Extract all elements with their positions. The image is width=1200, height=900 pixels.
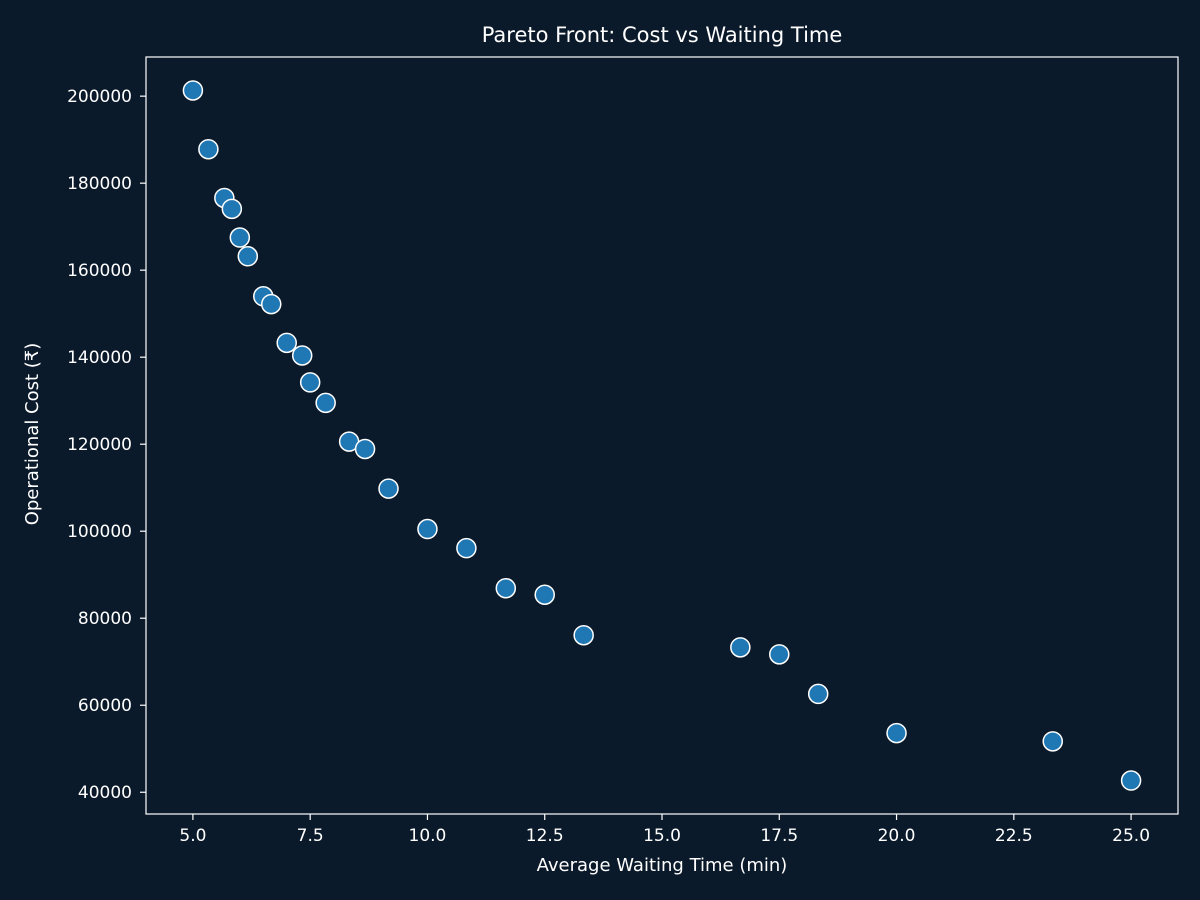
x-tick-label: 10.0 — [409, 826, 447, 846]
data-point — [573, 624, 594, 646]
data-point — [807, 683, 829, 705]
data-point — [730, 637, 751, 658]
y-tick-label: 140000 — [67, 348, 132, 368]
data-point — [769, 644, 790, 665]
data-point — [198, 138, 219, 160]
data-point — [260, 293, 282, 315]
x-tick-label: 7.5 — [297, 826, 324, 846]
data-point — [456, 537, 477, 559]
y-tick-label: 200000 — [67, 87, 132, 107]
y-tick-label: 100000 — [67, 522, 132, 542]
y-tick-label: 160000 — [67, 261, 132, 281]
x-tick-label: 25.0 — [1112, 826, 1150, 846]
y-tick-label: 180000 — [67, 174, 132, 194]
data-point — [182, 80, 204, 101]
data-point — [534, 584, 555, 605]
data-point — [886, 722, 907, 744]
plot-area: 5.0 7.5 10.0 12.5 15.0 17.5 20.0 22.5 25.0 40000 6… — [67, 56, 1179, 846]
chart-title: Pareto Front: Cost vs Waiting Time — [482, 23, 843, 47]
x-tick-label: 12.5 — [526, 826, 564, 846]
data-point — [495, 577, 517, 599]
x-tick-label: 5.0 — [179, 826, 206, 846]
data-point — [354, 438, 376, 460]
y-axis-label: Operational Cost (₹) — [22, 343, 43, 526]
y-tick-label: 80000 — [78, 609, 132, 629]
data-point — [1120, 770, 1142, 791]
data-point — [417, 518, 438, 540]
data-point — [1042, 731, 1064, 752]
y-tick-label: 40000 — [78, 783, 132, 803]
data-point — [315, 392, 336, 414]
x-tick-label: 22.5 — [995, 826, 1033, 846]
data-point — [221, 198, 243, 220]
data-point — [229, 227, 251, 248]
x-tick-label: 15.0 — [643, 826, 681, 846]
x-tick-label: 17.5 — [760, 826, 798, 846]
x-tick-label: 20.0 — [878, 826, 916, 846]
data-point — [237, 246, 259, 267]
y-tick-label: 60000 — [78, 696, 132, 716]
y-tick-label: 120000 — [67, 435, 132, 455]
data-point — [378, 478, 399, 499]
data-point — [291, 345, 313, 366]
data-point — [299, 372, 321, 393]
x-axis-label: Average Waiting Time (min) — [537, 855, 788, 876]
data-point — [276, 332, 297, 354]
